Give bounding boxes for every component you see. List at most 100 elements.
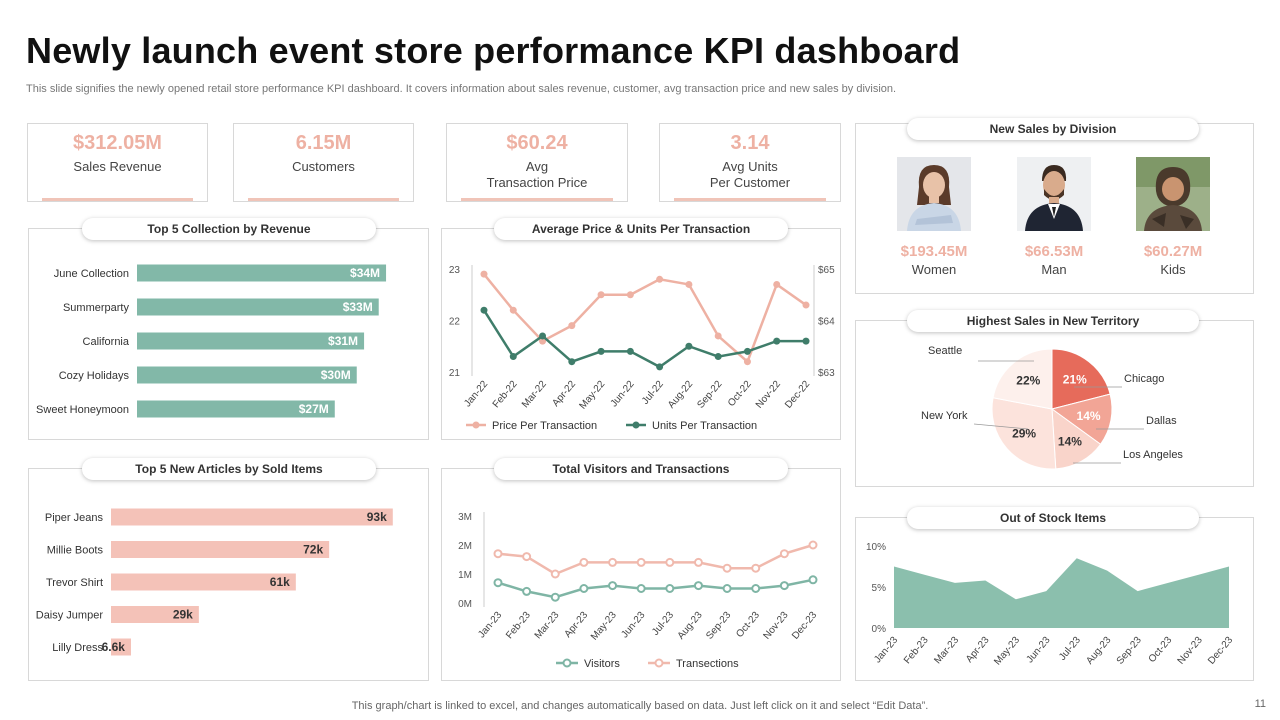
data-point [656, 363, 664, 371]
bar-value-label: $27M [299, 402, 329, 416]
x-tick-label: Aug-23 [676, 610, 705, 642]
bar [111, 508, 393, 526]
page-number: 11 [1254, 698, 1266, 710]
kpi-underline [42, 198, 193, 201]
x-tick-label: Dec-22 [783, 379, 812, 411]
x-tick-label: Nov-22 [754, 379, 783, 411]
kpi-underline [248, 198, 399, 201]
x-tick-label: Jul-23 [650, 610, 676, 638]
visitors-panel: 0M 1M 2M 3M Jan-23 Feb-23 Mar-23 Apr-23 May-23 Ju… [441, 468, 841, 681]
pie-pct-label: 14% [1077, 409, 1101, 423]
bar [137, 298, 379, 316]
legend-label: Visitors [584, 658, 620, 670]
visitors-title: Total Visitors and Transactions [494, 458, 788, 480]
x-tick-label: Sep-23 [704, 610, 733, 642]
legend-swatch-dot [472, 421, 480, 429]
x-tick-label: Jul-23 [1057, 635, 1083, 663]
pie-slice [1051, 407, 1102, 470]
bar-value-label: 61k [270, 575, 290, 589]
bar-value-label: 72k [303, 543, 323, 557]
kpi-label: Customers [292, 159, 355, 174]
bar [137, 400, 335, 418]
x-tick-label: Apr-23 [964, 635, 992, 665]
data-point [808, 575, 818, 585]
x-tick-label: Jun-23 [1024, 635, 1052, 666]
kpi-label-line2: Transaction Price [486, 175, 588, 190]
x-tick-label: Dec-23 [1206, 635, 1235, 667]
pie-pct-label: 22% [1016, 373, 1040, 387]
data-point [693, 557, 703, 567]
y-left-tick-label: 21 [449, 368, 461, 379]
data-point [493, 578, 503, 588]
data-point [751, 584, 761, 593]
avgprice-panel: 21 22 23 $63 $64 $65 Jan-22 Feb-22 Mar-22 Apr-22 M… [441, 228, 841, 440]
data-point [568, 322, 576, 330]
division-women-label: Women [911, 262, 957, 277]
bar-category-label: Daisy Jumper [36, 610, 104, 622]
x-tick-label: Dec-23 [790, 610, 819, 642]
bar-category-label: Trevor Shirt [46, 577, 103, 589]
pie-pct-label: 21% [1063, 373, 1087, 387]
data-point [685, 280, 693, 288]
data-point [608, 557, 618, 567]
bar [111, 541, 330, 558]
data-point [522, 586, 532, 596]
kpi-avg-units-per-customer: 3.14 Avg Units Per Customer [659, 123, 841, 202]
data-point [522, 552, 532, 562]
bar-category-label: Summerparty [63, 302, 130, 314]
pie-category-label: Seattle [928, 345, 962, 357]
articles-title: Top 5 New Articles by Sold Items [82, 458, 376, 480]
y-right-tick-label: $65 [818, 265, 835, 276]
y-right-tick-label: $63 [818, 368, 835, 379]
data-point [480, 306, 488, 314]
data-point [779, 549, 789, 559]
bar [137, 332, 365, 350]
data-point [656, 275, 664, 283]
footer-note: This graph/chart is linked to excel, and… [351, 700, 929, 712]
bar [111, 606, 199, 623]
x-tick-label: Mar-23 [932, 635, 961, 667]
y-tick-label: 0M [458, 599, 472, 610]
women-photo [897, 157, 971, 231]
x-tick-label: Jun-22 [609, 379, 637, 410]
data-point [773, 280, 781, 288]
x-tick-label: Oct-23 [734, 610, 762, 640]
bar-category-label: California [83, 336, 130, 348]
data-point [480, 270, 488, 278]
data-point [714, 353, 722, 361]
kpi-label-line1: Avg [525, 159, 549, 174]
x-tick-label: Nov-23 [762, 610, 791, 642]
bar-category-label: Millie Boots [47, 545, 104, 557]
bar [137, 366, 357, 384]
y-tick-label: 10% [866, 542, 886, 553]
data-point [579, 584, 589, 593]
page-subtitle: This slide signifies the newly opened re… [26, 83, 897, 95]
data-point [714, 332, 722, 340]
x-tick-label: May-22 [578, 379, 608, 412]
data-point [685, 342, 693, 350]
pie-leader-line [973, 423, 1029, 430]
division-women-value: $193.45M [900, 243, 968, 260]
y-left-tick-label: 23 [449, 265, 461, 276]
kid-photo [1136, 157, 1210, 231]
data-point [808, 540, 818, 550]
legend-swatch-dot [562, 658, 572, 668]
articles-chart: Piper Jeans 93k Millie Boots 72k Trevor Shir… [36, 508, 393, 656]
division-title: New Sales by Division [907, 118, 1199, 140]
x-tick-label: Apr-22 [550, 379, 578, 409]
legend-swatch-dot [632, 421, 640, 429]
x-tick-label: Jul-22 [640, 379, 666, 407]
data-point [722, 584, 732, 593]
x-tick-label: Jun-23 [619, 610, 647, 641]
x-tick-label: Jan-22 [462, 379, 490, 410]
pie-category-label: New York [921, 410, 968, 422]
data-point [665, 557, 675, 567]
data-point [626, 347, 634, 355]
bar [111, 638, 131, 656]
kpi-sales-revenue: $312.05M Sales Revenue [27, 123, 208, 202]
division-man-label: Man [1041, 262, 1067, 277]
pie-category-label: Chicago [1124, 373, 1164, 385]
series-line-0 [497, 578, 814, 599]
x-tick-label: Jan-23 [476, 610, 504, 641]
